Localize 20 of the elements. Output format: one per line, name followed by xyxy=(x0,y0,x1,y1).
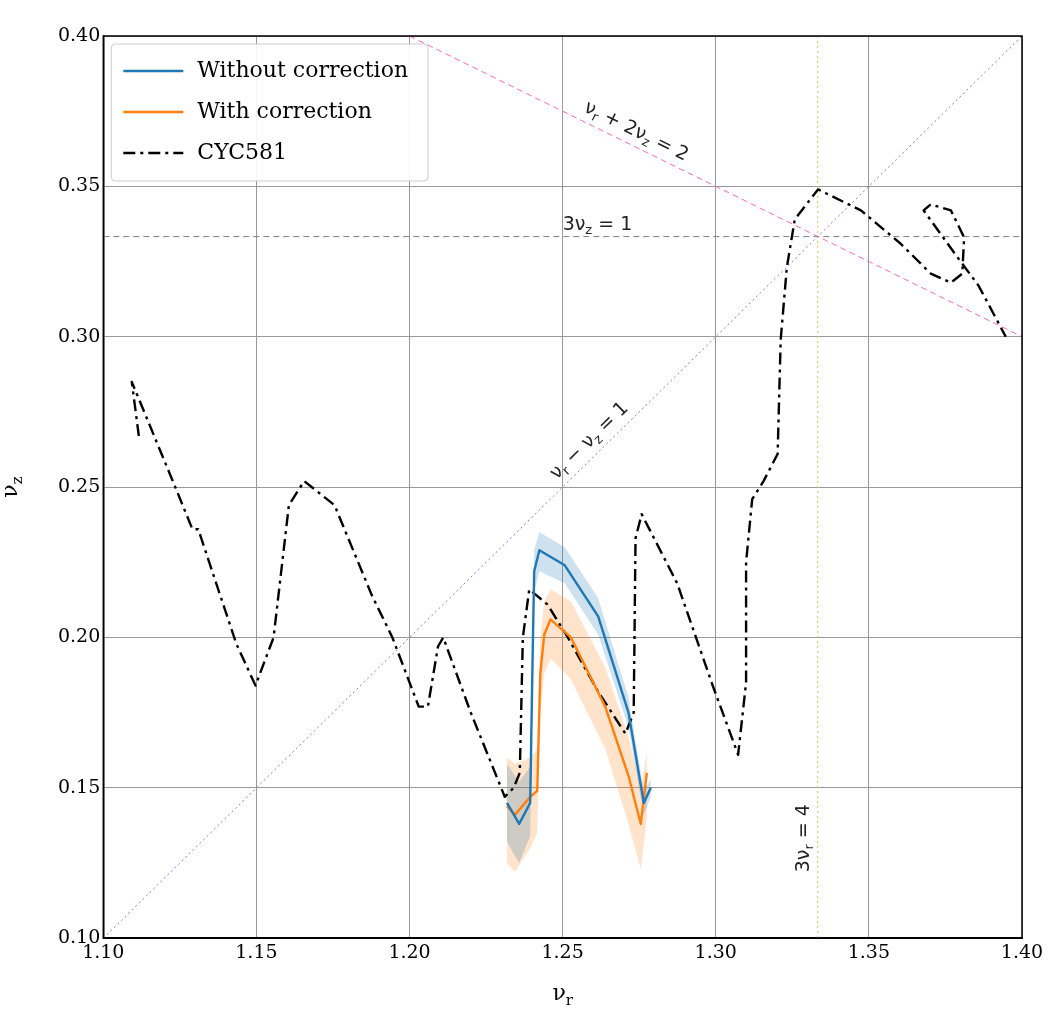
x-tick-label: 1.15 xyxy=(235,939,278,962)
y-tick-label: 0.30 xyxy=(57,323,101,346)
legend-label: With correction xyxy=(197,97,372,123)
annotation: νr + 2νz = 2 xyxy=(581,94,693,165)
y-axis-title: νz xyxy=(0,476,26,498)
y-tick-label: 0.15 xyxy=(57,774,101,797)
x-tick-label: 1.40 xyxy=(1000,939,1044,962)
y-tick-label: 0.40 xyxy=(57,22,101,45)
y-tick-label: 0.25 xyxy=(57,474,101,497)
y-tick-label: 0.35 xyxy=(57,173,101,196)
x-tick-label: 1.25 xyxy=(541,939,584,962)
x-tick-label: 1.20 xyxy=(388,939,431,962)
y-tick-label: 0.20 xyxy=(57,624,101,647)
legend-label: CYC581 xyxy=(197,138,288,164)
legend-label: Without correction xyxy=(197,56,409,82)
line-series xyxy=(130,188,1007,799)
annotation: νr − νz = 1 xyxy=(544,396,633,483)
x-tick-label: 1.30 xyxy=(694,939,737,962)
x-tick-label: 1.35 xyxy=(847,939,891,962)
annotation: 3νr = 4 xyxy=(790,804,816,873)
